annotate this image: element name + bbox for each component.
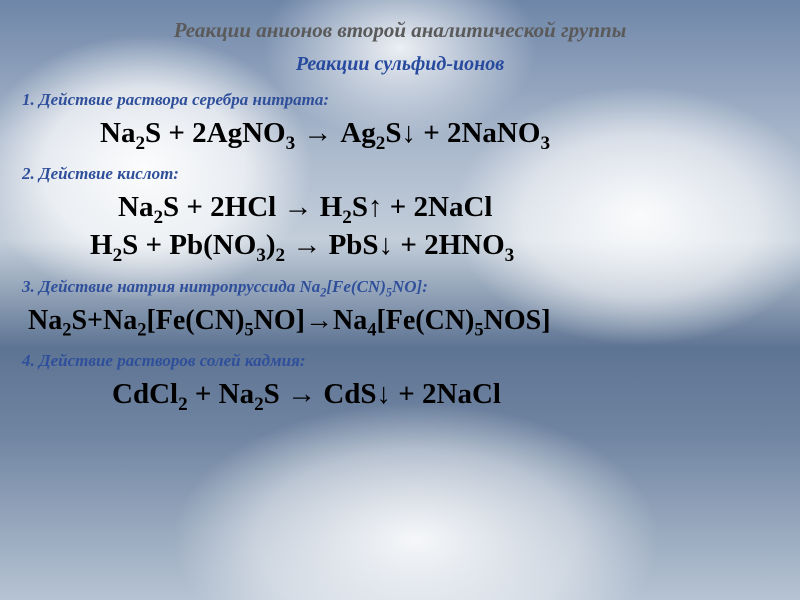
label-text: NO]:: [392, 277, 428, 296]
eq-text: NO]: [254, 305, 305, 336]
equation-3: Na2S+Na2[Fe(CN)5NO]→Na4[Fe(CN)5NOS]: [22, 303, 778, 337]
eq-text: CdCl: [112, 378, 178, 410]
eq-sub: 2: [276, 245, 286, 266]
section-2-label: 2. Действие кислот:: [22, 164, 778, 184]
eq-text: Na: [333, 305, 367, 336]
arrow-icon: →: [292, 229, 321, 261]
equation-2b: H2S + Pb(NO3)2 → PbS↓ + 2HNO3: [22, 228, 778, 262]
eq-text: Na: [28, 305, 62, 336]
eq-sub: 3: [256, 245, 266, 266]
label-text: 3. Действие натрия нитропруссида Na: [22, 277, 320, 296]
equation-2a: Na2S + 2HCl → H2S↑ + 2NaCl: [22, 190, 778, 224]
eq-text: Na: [100, 117, 135, 149]
eq-text: S + 2HCl: [163, 191, 283, 223]
eq-text: S: [352, 191, 368, 223]
main-title: Реакции анионов второй аналитической гру…: [22, 18, 778, 43]
eq-text: S+Na: [71, 305, 137, 336]
eq-text: + 2NaCl: [391, 378, 501, 410]
equation-4: CdCl2 + Na2S → CdS↓ + 2NaCl: [22, 377, 778, 411]
down-arrow-icon: ↓: [377, 378, 392, 410]
eq-text: S + 2AgNO: [145, 117, 286, 149]
arrow-icon: →: [283, 191, 312, 223]
eq-sub: 2: [342, 207, 352, 228]
subtitle: Реакции сульфид-ионов: [22, 53, 778, 76]
eq-sub: 2: [178, 393, 188, 414]
eq-text: H: [90, 229, 113, 261]
eq-text: S: [264, 378, 287, 410]
eq-sub: 3: [505, 245, 515, 266]
eq-text: + 2HNO: [393, 229, 505, 261]
eq-text: [Fe(CN): [146, 305, 244, 336]
down-arrow-icon: ↓: [401, 117, 416, 149]
eq-text: Ag: [340, 117, 375, 149]
eq-sub: 5: [244, 319, 253, 339]
up-arrow-icon: ↑: [368, 191, 383, 223]
arrow-icon: →: [305, 304, 333, 335]
eq-text: CdS: [316, 378, 376, 410]
eq-text: + 2NaCl: [383, 191, 493, 223]
eq-text: H: [312, 191, 342, 223]
eq-text: S: [385, 117, 401, 149]
section-1-label: 1. Действие раствора серебра нитрата:: [22, 90, 778, 110]
eq-text: Na: [118, 191, 153, 223]
eq-sub: 3: [540, 133, 550, 154]
section-3-label: 3. Действие натрия нитропруссида Na2[Fe(…: [22, 277, 778, 297]
eq-sub: 2: [113, 245, 123, 266]
eq-sub: 3: [286, 133, 296, 154]
eq-sub: 5: [474, 319, 483, 339]
eq-text: ): [266, 229, 276, 261]
eq-text: + 2NaNO: [416, 117, 540, 149]
arrow-icon: →: [287, 378, 316, 410]
slide-root: Реакции анионов второй аналитической гру…: [0, 0, 800, 600]
eq-sub: 2: [153, 207, 163, 228]
eq-text: S + Pb(NO: [122, 229, 256, 261]
eq-sub: 2: [376, 133, 386, 154]
equation-1: Na2S + 2AgNO3 → Ag2S↓ + 2NaNO3: [22, 116, 778, 150]
arrow-icon: →: [295, 117, 340, 149]
down-arrow-icon: ↓: [379, 229, 394, 261]
eq-sub: 2: [135, 133, 145, 154]
eq-text: + Na: [188, 378, 254, 410]
eq-sub: 2: [254, 393, 264, 414]
eq-text: PbS: [321, 229, 378, 261]
eq-text: [Fe(CN): [376, 305, 474, 336]
eq-text: NOS]: [484, 305, 551, 336]
section-4-label: 4. Действие растворов солей кадмия:: [22, 351, 778, 371]
label-text: [Fe(CN): [326, 277, 385, 296]
